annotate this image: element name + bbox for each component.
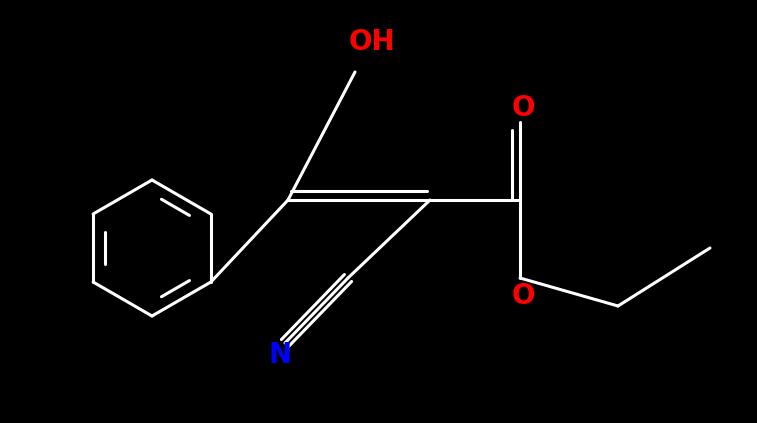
Text: N: N bbox=[269, 341, 291, 369]
Text: O: O bbox=[511, 282, 534, 310]
Text: OH: OH bbox=[349, 28, 395, 56]
Text: O: O bbox=[511, 94, 534, 122]
